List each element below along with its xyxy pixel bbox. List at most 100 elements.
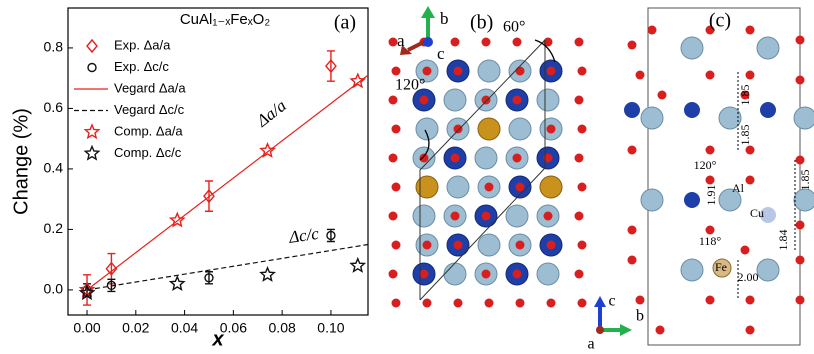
oxygen-atom xyxy=(575,212,584,221)
legend-marker xyxy=(87,40,97,52)
cu-atom xyxy=(760,102,776,118)
oxygen-atom xyxy=(389,96,398,105)
oxygen-atom xyxy=(656,326,665,335)
al-atom xyxy=(757,259,779,281)
oxygen-atom xyxy=(796,296,805,305)
axis-b-head xyxy=(421,6,435,18)
oxygen-atom xyxy=(454,299,463,308)
y-tick-label: 0.2 xyxy=(44,220,64,236)
oxygen-atom xyxy=(578,241,587,250)
oxygen-atom xyxy=(516,241,525,250)
x-tick-label: 0.00 xyxy=(73,320,100,336)
star-marker xyxy=(351,259,364,272)
oxygen-atom xyxy=(516,67,525,76)
al-atom xyxy=(444,89,466,111)
legend-marker xyxy=(85,147,98,160)
oxygen-atom xyxy=(796,36,805,45)
oxygen-atom xyxy=(706,146,715,155)
panel-c: (c)1.851.85120°Al1.91Cu1.851.84118°Fe2.0… xyxy=(587,8,814,353)
structure-label: 118° xyxy=(699,234,722,248)
al-atom xyxy=(478,234,500,256)
legend-label: Exp. Δa/a xyxy=(114,37,171,52)
trend-line xyxy=(87,245,368,290)
al-atom xyxy=(681,259,703,281)
oxygen-atom xyxy=(392,299,401,308)
star-marker xyxy=(261,144,274,157)
axis-label: a xyxy=(397,31,405,50)
y-tick-label: 0.6 xyxy=(44,99,64,115)
al-atom xyxy=(641,107,663,129)
oxygen-atom xyxy=(575,38,584,47)
structure-label: 120° xyxy=(694,158,717,172)
oxygen-atom xyxy=(423,299,432,308)
oxygen-atom xyxy=(392,183,401,192)
oxygen-atom xyxy=(392,67,401,76)
oxygen-atom xyxy=(482,212,491,221)
oxygen-atom xyxy=(796,156,805,165)
oxygen-atom xyxy=(578,183,587,192)
oxygen-atom xyxy=(451,38,460,47)
angle-label: 60° xyxy=(503,19,525,36)
star-marker xyxy=(261,268,274,281)
oxygen-atom xyxy=(454,67,463,76)
oxygen-atom xyxy=(513,38,522,47)
al-atom xyxy=(509,118,531,140)
structure-label: Fe xyxy=(715,260,727,274)
legend-label: Exp. Δc/c xyxy=(114,59,169,74)
oxygen-atom xyxy=(796,221,805,230)
oxygen-atom xyxy=(485,183,494,192)
oxygen-atom xyxy=(575,270,584,279)
axis-label: c xyxy=(437,44,445,63)
y-tick-label: 0.4 xyxy=(44,160,64,176)
oxygen-atom xyxy=(706,71,715,80)
oxygen-atom xyxy=(746,326,755,335)
oxygen-atom xyxy=(578,299,587,308)
structure-label: b xyxy=(636,308,644,325)
al-atom xyxy=(447,176,469,198)
oxygen-atom xyxy=(746,26,755,35)
structure-label: 1.91 xyxy=(704,185,718,206)
angle-label: 120° xyxy=(395,77,425,94)
panel-label: (a) xyxy=(334,12,356,34)
oxygen-atom xyxy=(547,67,556,76)
oxygen-atom xyxy=(796,76,805,85)
x-tick-label: 0.04 xyxy=(171,320,198,336)
al-atom xyxy=(641,189,663,211)
y-tick-label: 0.0 xyxy=(44,281,64,297)
oxygen-atom xyxy=(746,296,755,305)
oxygen-atom xyxy=(628,146,637,155)
structure-label: a xyxy=(587,336,594,353)
oxygen-atom xyxy=(482,38,491,47)
annotation: Δc/c xyxy=(287,224,321,247)
legend-label: Comp. Δc/c xyxy=(114,145,182,160)
x-tick-label: 0.10 xyxy=(317,320,344,336)
structure-label: 1.85 xyxy=(738,85,752,106)
structure-label: 2.00 xyxy=(738,270,759,284)
oxygen-atom xyxy=(575,154,584,163)
oxygen-atom xyxy=(796,256,805,265)
structure-label: 1.85 xyxy=(738,125,752,146)
oxygen-atom xyxy=(636,71,645,80)
oxygen-atom xyxy=(392,125,401,134)
legend-marker xyxy=(88,64,96,72)
star-marker xyxy=(171,277,184,290)
oxygen-atom xyxy=(706,296,715,305)
axis-c-head xyxy=(594,296,606,307)
cu-atom xyxy=(684,192,700,208)
y-tick-label: 0.8 xyxy=(44,39,64,55)
al-atom xyxy=(537,263,559,285)
oxygen-atom xyxy=(516,183,525,192)
oxygen-atom xyxy=(389,270,398,279)
oxygen-atom xyxy=(547,241,556,250)
al-atom xyxy=(537,89,559,111)
oxygen-atom xyxy=(513,270,522,279)
axis-c-dot xyxy=(423,37,433,47)
structure-label: c xyxy=(608,293,615,310)
oxygen-atom xyxy=(420,96,429,105)
x-tick-label: 0.06 xyxy=(220,320,247,336)
oxygen-atom xyxy=(578,125,587,134)
structure-label: 1.85 xyxy=(798,170,812,191)
legend-marker xyxy=(85,125,98,138)
oxygen-atom xyxy=(648,26,657,35)
